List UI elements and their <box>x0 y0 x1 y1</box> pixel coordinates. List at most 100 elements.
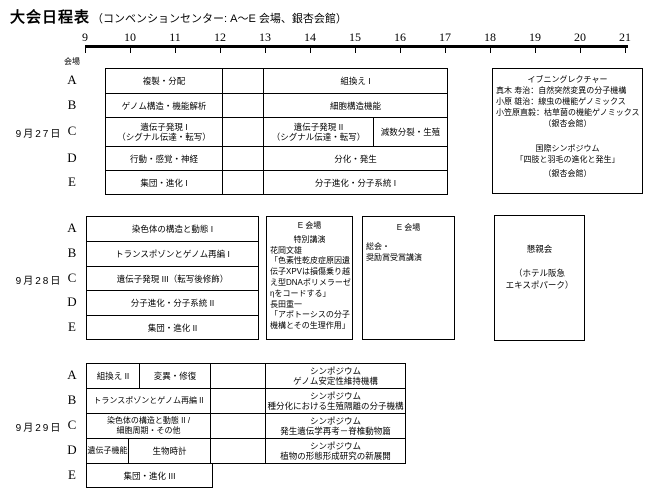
empty-cell <box>222 146 264 171</box>
session-cell: 分子進化・分子系統 I <box>263 170 448 195</box>
speaker-name: 長田重一 <box>270 299 302 309</box>
hour-label: 12 <box>214 30 226 44</box>
session-cell: 生物時計 <box>128 438 211 464</box>
talk-title-line: え型DNAポリメラーゼ <box>270 277 351 287</box>
axis-tick <box>580 47 581 53</box>
session-cell: 複製・分配 <box>105 68 223 94</box>
row-letter-d: D <box>67 150 77 165</box>
hour-label: 15 <box>349 30 361 44</box>
row-letter-a: A <box>67 367 77 382</box>
row-letter-c: C <box>67 417 77 432</box>
session-line: 染色体の構造と動態 II / <box>106 416 191 425</box>
axis-tick <box>220 47 221 53</box>
hour-label: 21 <box>619 30 631 44</box>
lecture-item: 小原 雄治：線虫の機能ゲノミックス <box>496 97 626 106</box>
speaker-name: 花岡文雄 <box>270 245 302 255</box>
intl-symposium-theme: 「四肢と羽毛の進化と発生」 <box>515 155 620 164</box>
symposium-theme: 種分化における生殖隔離の分子機構 <box>267 401 404 411</box>
axis-tick <box>175 47 176 53</box>
intl-symposium-title: 国際シンポジウム <box>535 144 600 153</box>
page-title-main: 大会日程表 <box>10 9 91 26</box>
talk-title-line: 機構とその生理作用」 <box>270 321 350 331</box>
symposium-cell: シンポジウム 発生遺伝学再考－脊椎動物篇 <box>265 413 406 439</box>
hour-label: 9 <box>82 30 88 44</box>
banquet-title: 懇親会 <box>526 244 553 254</box>
symposium-cell: シンポジウム 植物の形態形成研究の新展開 <box>265 438 406 464</box>
session-cell: 遺伝子発現 I （シグナル伝達・転写） <box>105 117 223 147</box>
axis-tick <box>625 47 626 53</box>
session-cell: トランスポゾンとゲノム再編 I <box>86 241 259 267</box>
banquet-venue-line: （ホテル阪急 <box>513 268 565 278</box>
session-cell: 遺伝子発現 III（転写後修飾） <box>86 266 259 291</box>
date-label-day1: 9月27日 <box>15 129 63 140</box>
axis-tick <box>130 47 131 53</box>
row-letter-e: E <box>68 319 76 334</box>
talk-title-line: ηをコードする」 <box>270 288 331 298</box>
talk-title-line: 伝子XPVは損傷乗り越 <box>270 267 351 277</box>
hour-label: 16 <box>394 30 406 44</box>
hour-label: 20 <box>574 30 586 44</box>
session-cell: 変異・修復 <box>139 363 211 389</box>
page-title-sub: （コンベンションセンター: A～E 会場、銀杏会館） <box>92 13 347 25</box>
axis-tick <box>400 47 401 53</box>
evening-lecture-title: イブニングレクチャー <box>527 75 608 84</box>
symposium-theme: 植物の形態形成研究の新展開 <box>280 451 391 461</box>
empty-cell <box>210 413 266 439</box>
empty-cell <box>210 363 266 389</box>
session-line: 遺伝子発現 II <box>293 122 344 132</box>
axis-tick <box>310 47 311 53</box>
session-line: （シグナル伝達・転写） <box>271 132 366 142</box>
axis-tick <box>265 47 266 53</box>
hour-label: 17 <box>439 30 451 44</box>
assembly-line: 総会・ <box>366 242 390 251</box>
row-letter-c: C <box>67 123 77 138</box>
session-cell: 集団・進化 I <box>105 170 223 195</box>
empty-cell <box>210 388 266 414</box>
special-lecture-heading: 特別講演 <box>293 234 326 244</box>
session-cell: 分化・発生 <box>263 146 448 171</box>
venue-column-label: 会場 <box>64 57 80 66</box>
session-cell: 行動・感覚・神経 <box>105 146 223 171</box>
symposium-theme: 発生遺伝学再考－脊椎動物篇 <box>280 426 391 436</box>
axis-tick <box>85 47 86 53</box>
hour-label: 11 <box>169 30 181 44</box>
row-letter-c: C <box>67 270 77 285</box>
session-cell: 集団・進化 II <box>86 315 259 340</box>
symposium-label: シンポジウム <box>309 416 361 426</box>
session-cell: 分子進化・分子系統 II <box>86 290 259 316</box>
session-line: 細胞周期・その他 <box>116 426 181 435</box>
row-letter-b: B <box>67 392 77 407</box>
axis-tick <box>490 47 491 53</box>
hour-label: 14 <box>304 30 316 44</box>
empty-cell <box>222 68 264 94</box>
banquet-venue-line: エキスポパーク） <box>505 280 574 290</box>
session-cell: 遺伝子発現 II （シグナル伝達・転写） <box>263 117 374 147</box>
row-letter-b: B <box>67 97 77 112</box>
venue-note: （銀杏会館） <box>543 119 592 128</box>
session-cell: ゲノム構造・機能解析 <box>105 93 223 118</box>
empty-cell <box>222 170 264 195</box>
session-cell: 集団・進化 III <box>86 463 213 488</box>
axis-tick <box>445 47 446 53</box>
session-cell: 染色体の構造と動態 II / 細胞周期・その他 <box>86 413 211 439</box>
hour-label: 19 <box>529 30 541 44</box>
talk-title-line: 「色素性乾皮症原因遺 <box>270 256 350 266</box>
date-label-day2: 9月28日 <box>15 276 63 287</box>
session-cell: 染色体の構造と動態 I <box>86 216 259 242</box>
time-axis-line <box>85 45 628 48</box>
banquet-box: 懇親会 （ホテル阪急 エキスポパーク） <box>494 215 585 341</box>
row-letter-d: D <box>67 442 77 457</box>
session-cell: 細胞構造機能 <box>263 93 448 118</box>
empty-cell <box>210 438 266 464</box>
special-lecture-box: E 会場 特別講演 花岡文雄 「色素性乾皮症原因遺 伝子XPVは損傷乗り越 え型… <box>266 216 353 340</box>
venue-header: E 会場 <box>396 223 421 232</box>
symposium-cell: シンポジウム 種分化における生殖隔離の分子機構 <box>265 388 406 414</box>
row-letter-a: A <box>67 72 77 87</box>
hour-label: 10 <box>124 30 136 44</box>
row-letter-e: E <box>68 467 76 482</box>
lecture-item: 小笠原直毅：枯草菌の機能ゲノミックス <box>496 108 640 117</box>
venue-header: E 会場 <box>297 221 322 230</box>
venue-note: （銀杏会館） <box>543 169 592 178</box>
session-cell: 遺伝子機能 <box>86 438 129 464</box>
